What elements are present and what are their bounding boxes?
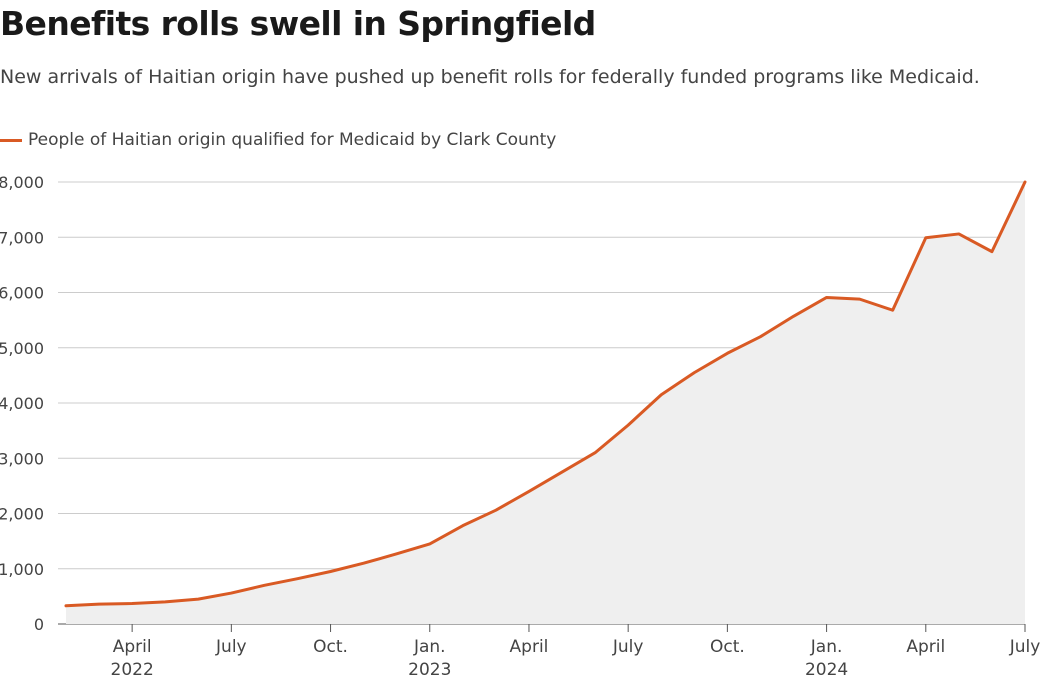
y-tick-label: 7,000 — [0, 228, 44, 247]
legend-label: People of Haitian origin qualified for M… — [28, 130, 557, 150]
y-tick-label: 4,000 — [0, 394, 44, 413]
legend-line-swatch — [0, 138, 22, 142]
chart-title: Benefits rolls swell in Springfield — [0, 4, 596, 43]
x-tick-label: April — [510, 637, 549, 657]
x-tick-label: April — [113, 637, 152, 657]
x-tick-label: July — [612, 637, 644, 657]
y-tick-label: 6,000 — [0, 284, 44, 303]
x-tick-label: Oct. — [313, 637, 348, 657]
x-tick-year-label: 2024 — [805, 660, 848, 675]
y-tick-label: 1,000 — [0, 560, 44, 579]
series-line — [64, 180, 1027, 608]
x-tick-label: July — [1009, 637, 1041, 657]
y-axis-ticks: 0 1,000 2,000 3,000 4,000 5,000 6,000 7,000 8,00… — [0, 173, 44, 634]
y-tick-label: 2,000 — [0, 505, 44, 524]
x-tick-year-label: 2023 — [408, 660, 451, 675]
y-tick-label: 5,000 — [0, 339, 44, 358]
x-tick-label: Oct. — [710, 637, 745, 657]
x-axis-ticks: April 2022 July Oct. Jan. 2023 April July Oct. Ja… — [111, 624, 1041, 675]
chart-subtitle: New arrivals of Haitian origin have push… — [0, 66, 980, 88]
area-fill — [66, 182, 1025, 624]
y-tick-label: 8,000 — [0, 173, 44, 192]
x-tick-label: July — [215, 637, 247, 657]
area-fill-layer — [66, 182, 1025, 624]
x-tick-year-label: 2022 — [111, 660, 154, 675]
x-tick-label: Jan. — [810, 637, 843, 657]
y-tick-label: 0 — [34, 615, 44, 634]
series-line-layer — [64, 180, 1027, 608]
x-tick-label: April — [906, 637, 945, 657]
x-tick-label: Jan. — [413, 637, 446, 657]
y-tick-label: 3,000 — [0, 449, 44, 468]
legend: People of Haitian origin qualified for M… — [0, 128, 556, 152]
